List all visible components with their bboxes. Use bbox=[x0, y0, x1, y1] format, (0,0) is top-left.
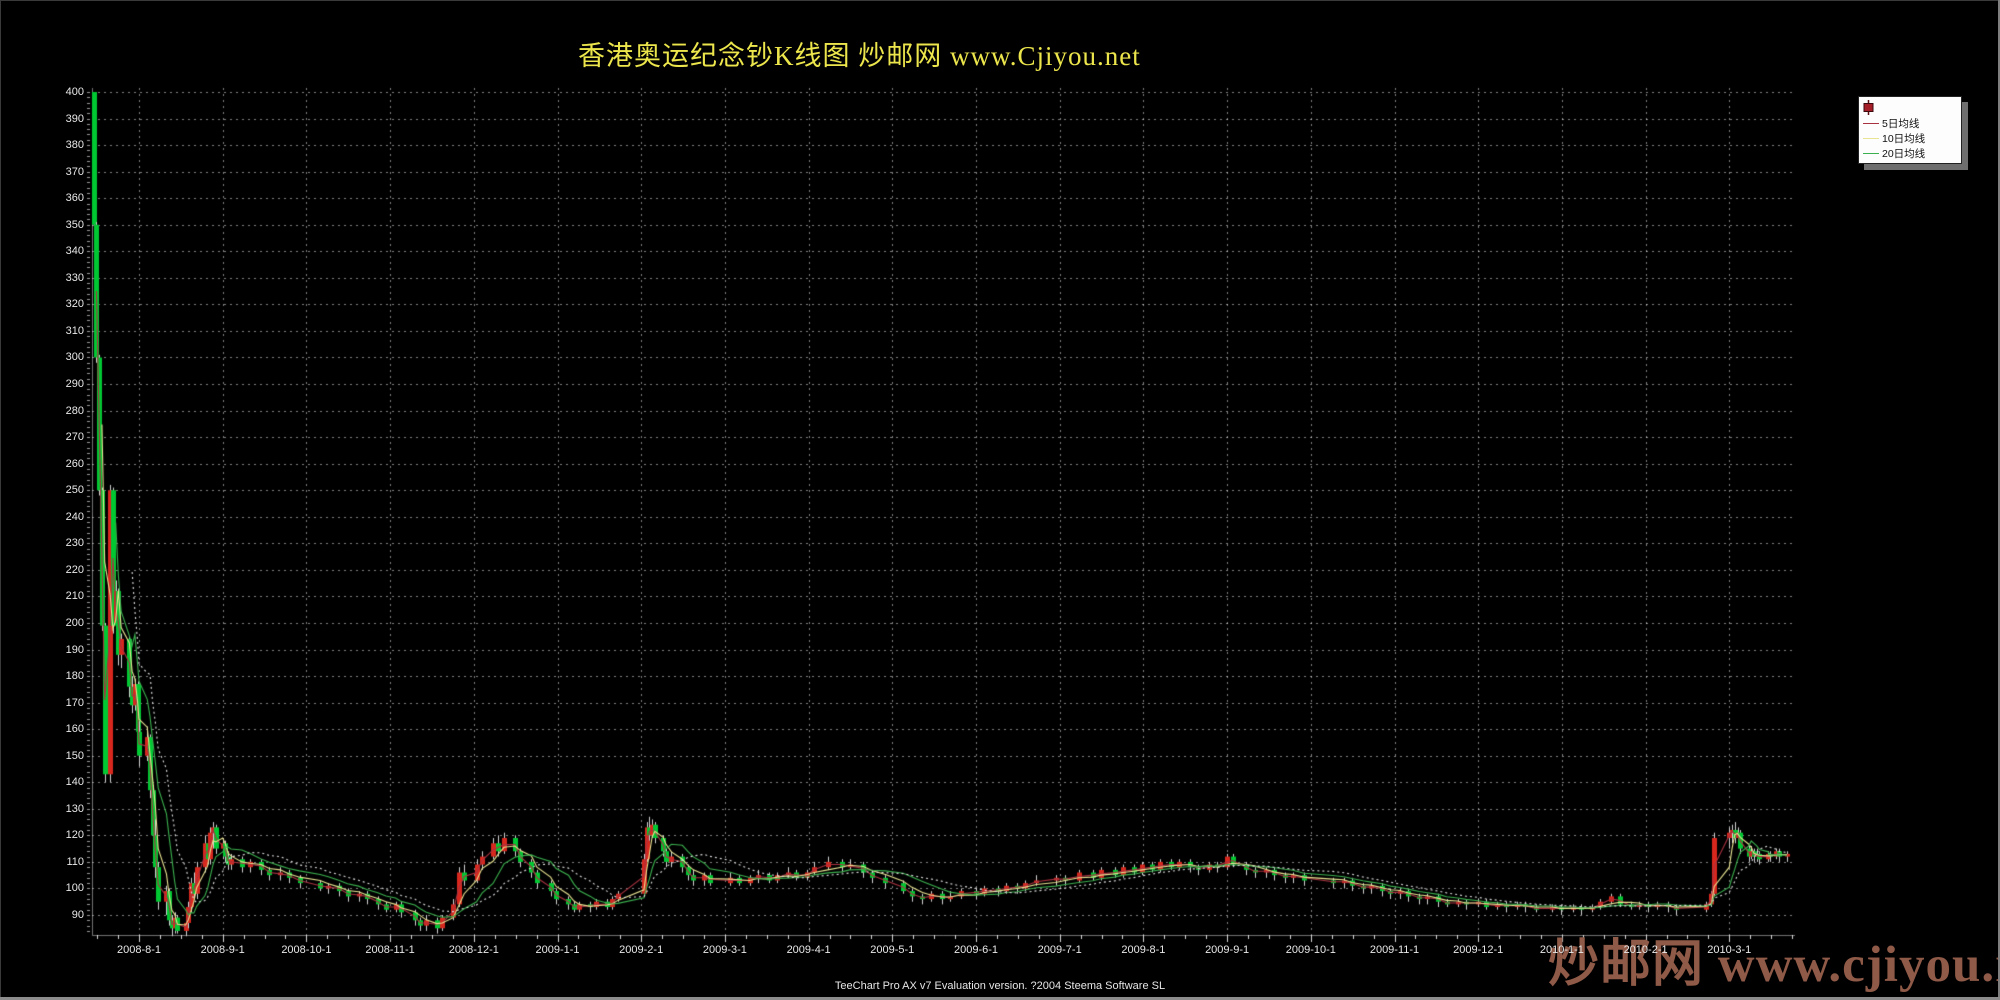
x-tick-label: 2010-1-1 bbox=[1539, 944, 1584, 956]
x-tick-label: 2008-8-1 bbox=[116, 944, 162, 956]
ma10-line-swatch bbox=[1863, 138, 1879, 139]
x-tick-label: 2009-12-1 bbox=[1453, 944, 1504, 956]
x-tick-label: 2009-7-1 bbox=[1037, 944, 1082, 956]
x-tick-label: 2009-1-1 bbox=[535, 944, 580, 956]
y-tick-label: 340 bbox=[65, 245, 84, 258]
window-edge-bottom bbox=[0, 997, 2000, 1000]
x-tick-label: 2008-9-1 bbox=[200, 944, 245, 956]
y-tick-label: 210 bbox=[65, 590, 84, 603]
y-tick-label: 240 bbox=[65, 510, 84, 523]
red-candlestick-icon bbox=[1863, 100, 1874, 115]
y-tick-label: 400 bbox=[65, 86, 84, 98]
y-tick-label: 320 bbox=[65, 298, 84, 311]
legend-icon-row bbox=[1863, 99, 1961, 116]
window-edge-top bbox=[0, 0, 2000, 1]
x-tick-label: 2009-2-1 bbox=[619, 944, 664, 956]
y-tick-label: 120 bbox=[65, 829, 84, 842]
x-tick-label: 2008-10-1 bbox=[281, 944, 332, 956]
x-tick-label: 2008-12-1 bbox=[448, 944, 499, 956]
legend-item-ma20: 20日均线 bbox=[1863, 146, 1961, 161]
legend: 5日均线 10日均线 20日均线 bbox=[1858, 96, 1962, 164]
y-tick-label: 110 bbox=[66, 855, 84, 868]
window-edge-left bbox=[0, 0, 1, 1000]
y-tick-label: 130 bbox=[65, 802, 84, 815]
y-tick-label: 380 bbox=[65, 139, 84, 152]
y-tick-label: 160 bbox=[65, 723, 84, 736]
y-tick-label: 350 bbox=[65, 218, 84, 231]
x-tick-label: 2009-8-1 bbox=[1121, 944, 1166, 956]
y-tick-label: 150 bbox=[65, 749, 84, 762]
x-tick-label: 2009-10-1 bbox=[1285, 944, 1336, 956]
y-tick-label: 300 bbox=[65, 351, 84, 364]
legend-label-ma5: 5日均线 bbox=[1882, 117, 1920, 130]
y-tick-label: 140 bbox=[65, 776, 84, 789]
window-edge-right bbox=[1998, 0, 2000, 1000]
teechart-evaluation-note: TeeChart Pro AX v7 Evaluation version. ?… bbox=[834, 980, 1166, 992]
x-tick-label: 2009-9-1 bbox=[1205, 944, 1250, 956]
x-tick-label: 2009-11-1 bbox=[1369, 944, 1420, 956]
y-tick-label: 390 bbox=[65, 112, 84, 125]
ma20-line-swatch bbox=[1863, 153, 1879, 154]
legend-item-ma5: 5日均线 bbox=[1863, 116, 1961, 131]
y-tick-label: 200 bbox=[65, 616, 84, 629]
y-tick-label: 370 bbox=[65, 165, 84, 178]
legend-label-ma20: 20日均线 bbox=[1882, 147, 1926, 160]
y-tick-label: 330 bbox=[65, 271, 84, 284]
page-title: 香港奥运纪念钞K线图 炒邮网 www.Cjiyou.net bbox=[578, 41, 1141, 71]
y-tick-label: 170 bbox=[65, 696, 84, 709]
y-tick-label: 250 bbox=[65, 484, 84, 497]
y-tick-label: 290 bbox=[65, 378, 84, 391]
x-tick-label: 2009-3-1 bbox=[702, 944, 747, 956]
y-tick-label: 360 bbox=[65, 192, 84, 205]
y-tick-label: 260 bbox=[65, 457, 84, 470]
x-tick-label: 2008-11-1 bbox=[365, 944, 415, 956]
x-tick-label: 2010-2-1 bbox=[1623, 944, 1668, 956]
x-tick-label: 2009-6-1 bbox=[953, 944, 999, 956]
x-tick-label: 2010-3-1 bbox=[1707, 944, 1752, 956]
legend-label-ma10: 10日均线 bbox=[1882, 132, 1926, 145]
ma5-line-swatch bbox=[1863, 123, 1879, 124]
y-tick-label: 90 bbox=[71, 908, 84, 921]
y-tick-label: 180 bbox=[65, 670, 84, 683]
y-tick-label: 230 bbox=[65, 537, 84, 550]
x-tick-label: 2009-5-1 bbox=[870, 944, 915, 956]
legend-item-ma10: 10日均线 bbox=[1863, 131, 1961, 146]
y-tick-label: 310 bbox=[65, 324, 84, 337]
x-tick-label: 2009-4-1 bbox=[786, 944, 831, 956]
y-tick-label: 100 bbox=[65, 882, 84, 895]
y-tick-label: 190 bbox=[65, 643, 84, 656]
watermark-text: 炒邮网 www.cjiyou.net bbox=[1548, 937, 2000, 993]
y-tick-label: 280 bbox=[65, 404, 84, 417]
y-tick-label: 220 bbox=[65, 563, 84, 576]
y-tick-label: 270 bbox=[65, 431, 84, 444]
